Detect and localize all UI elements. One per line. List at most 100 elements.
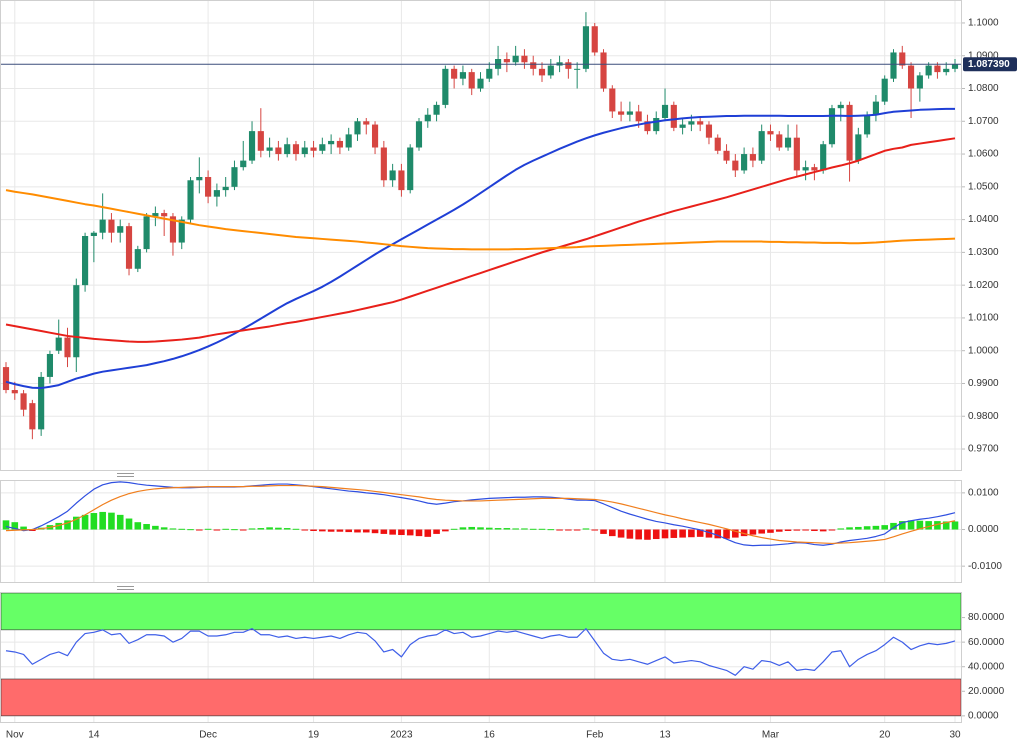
x-tick-label: Feb (586, 730, 604, 741)
histogram-bar (635, 529, 642, 540)
histogram-bar (380, 529, 388, 534)
histogram-bar (661, 529, 669, 539)
histogram-bar (55, 522, 63, 530)
candle-body (152, 213, 159, 217)
candle-body (802, 167, 809, 171)
histogram-bar (213, 529, 221, 531)
histogram-bar (354, 529, 361, 533)
series-line (5, 107, 955, 390)
candle-body (723, 150, 730, 161)
y-tick-label: 0.9800 (968, 411, 999, 422)
y-tick-label: 20.0000 (968, 686, 1005, 697)
histogram-bar (477, 527, 484, 530)
histogram-bar (626, 529, 634, 539)
histogram-bar (696, 529, 704, 537)
x-tick-label: 14 (88, 730, 100, 741)
candle-body (82, 235, 89, 286)
histogram-bar (248, 528, 256, 530)
histogram-bar (784, 529, 792, 531)
y-tick-label: 0.0000 (968, 524, 999, 535)
zone-band (0, 592, 962, 631)
candle-body (530, 62, 537, 69)
histogram-bar (898, 521, 906, 530)
candle-body (618, 111, 625, 115)
histogram-bar (758, 529, 765, 534)
y-tick-label: 1.1000 (968, 18, 999, 29)
candle-body (125, 226, 133, 269)
histogram-bar (670, 529, 678, 538)
x-tick-label: 20 (879, 730, 891, 741)
pane-handle[interactable] (117, 473, 134, 477)
candle-body (635, 111, 642, 122)
x-tick-label: Nov (6, 730, 24, 741)
histogram-bar (459, 527, 467, 530)
histogram-bar (582, 528, 590, 530)
histogram-bar (29, 529, 36, 531)
candle-body (205, 176, 212, 197)
candle-body (899, 52, 906, 66)
candle-body (538, 68, 546, 76)
histogram-bar (433, 529, 440, 534)
histogram-bar (556, 529, 563, 531)
candle-body (943, 68, 950, 73)
x-tick-label: Dec (199, 730, 217, 741)
histogram-bar (90, 513, 98, 530)
candle-body (951, 64, 959, 69)
candle-body (415, 121, 423, 148)
histogram-bar (187, 529, 194, 531)
histogram-bar (925, 521, 932, 530)
histogram-bar (617, 529, 625, 538)
candle-body (231, 167, 238, 187)
y-tick-label: 1.0700 (968, 116, 999, 127)
histogram-bar (169, 528, 177, 530)
candle-body (178, 219, 185, 243)
histogram-bar (644, 529, 651, 540)
candle-body (169, 216, 177, 243)
histogram-bar (485, 527, 493, 530)
y-tick-label: 0.9700 (968, 444, 999, 455)
histogram-bar (406, 529, 414, 536)
candle-body (767, 131, 774, 135)
candle-body (354, 121, 361, 135)
histogram-bar (283, 528, 291, 530)
pane-handle[interactable] (117, 586, 134, 590)
candle-body (389, 170, 396, 181)
candle-body (679, 124, 686, 128)
histogram-bar (573, 529, 581, 531)
candle-body (398, 170, 405, 191)
candle-body (855, 134, 862, 161)
x-tick-label: 16 (484, 730, 496, 741)
candle-body (565, 62, 572, 69)
candle-body (468, 72, 475, 89)
histogram-bar (231, 529, 238, 531)
candle-body (749, 154, 756, 161)
histogram-bar (362, 529, 370, 533)
histogram-bar (916, 520, 924, 530)
candle-body (292, 144, 300, 155)
series-line (5, 189, 956, 251)
y-tick-label: 1.0400 (968, 214, 999, 225)
histogram-bar (11, 522, 19, 530)
candle-body (582, 26, 590, 69)
candle-body (697, 121, 704, 125)
candle-body (222, 186, 229, 191)
histogram-bar (679, 529, 686, 538)
histogram-bar (837, 528, 845, 530)
histogram-bar (609, 529, 616, 537)
histogram-bar (2, 520, 10, 530)
candle-body (811, 167, 818, 171)
histogram-bar (732, 529, 739, 538)
candle-body (433, 104, 440, 115)
price-pane-frame (0, 0, 962, 471)
candle-body (644, 121, 651, 132)
histogram-bar (345, 529, 352, 533)
candle-body (55, 337, 62, 351)
histogram-bar (450, 528, 458, 530)
candle-body (890, 52, 897, 79)
candle-body (864, 114, 871, 135)
histogram-bar (398, 529, 405, 536)
rsi-pane-frame (0, 592, 962, 723)
y-tick-label: 0.9900 (968, 378, 999, 389)
